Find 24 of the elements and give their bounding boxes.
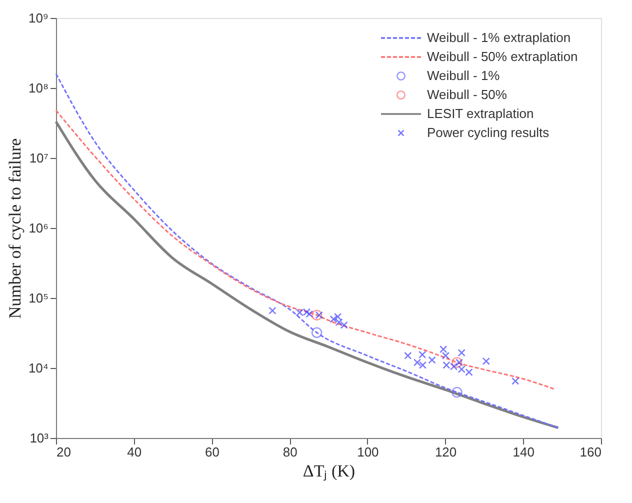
y-tick-label: 10⁶	[28, 220, 48, 236]
x-tick-label: 60	[204, 444, 220, 460]
y-tick-label: 10⁴	[28, 360, 48, 376]
legend-label: LESIT extraplation	[427, 106, 534, 121]
legend-label: Weibull - 1%	[427, 68, 500, 83]
x-tick-label: 20	[56, 444, 71, 460]
line-series	[55, 110, 556, 390]
y-tick-label: 10³	[30, 430, 50, 446]
y-tick-label: 10⁵	[28, 290, 48, 306]
x-tick-label: 120	[434, 444, 457, 460]
legend-label: Weibull - 1% extraplation	[427, 30, 571, 45]
legend-label: Power cycling results	[427, 125, 550, 140]
y-tick-label: 10⁸	[28, 80, 48, 96]
x-tick-label: 80	[282, 444, 298, 460]
x-axis-title: ΔTⱼ (K)	[302, 462, 356, 482]
x-tick-label: 40	[127, 444, 142, 460]
y-tick-label: 10⁷	[29, 150, 49, 166]
x-tick-label: 140	[512, 444, 534, 460]
x-tick-label: 160	[580, 444, 602, 460]
y-axis-title: Number of cycle to failure	[5, 138, 24, 319]
legend-label: Weibull - 50%	[427, 87, 508, 102]
y-tick-label: 10⁹	[28, 10, 48, 26]
x-tick-label: 100	[357, 444, 379, 460]
legend-label: Weibull - 50% extraplation	[427, 49, 578, 64]
